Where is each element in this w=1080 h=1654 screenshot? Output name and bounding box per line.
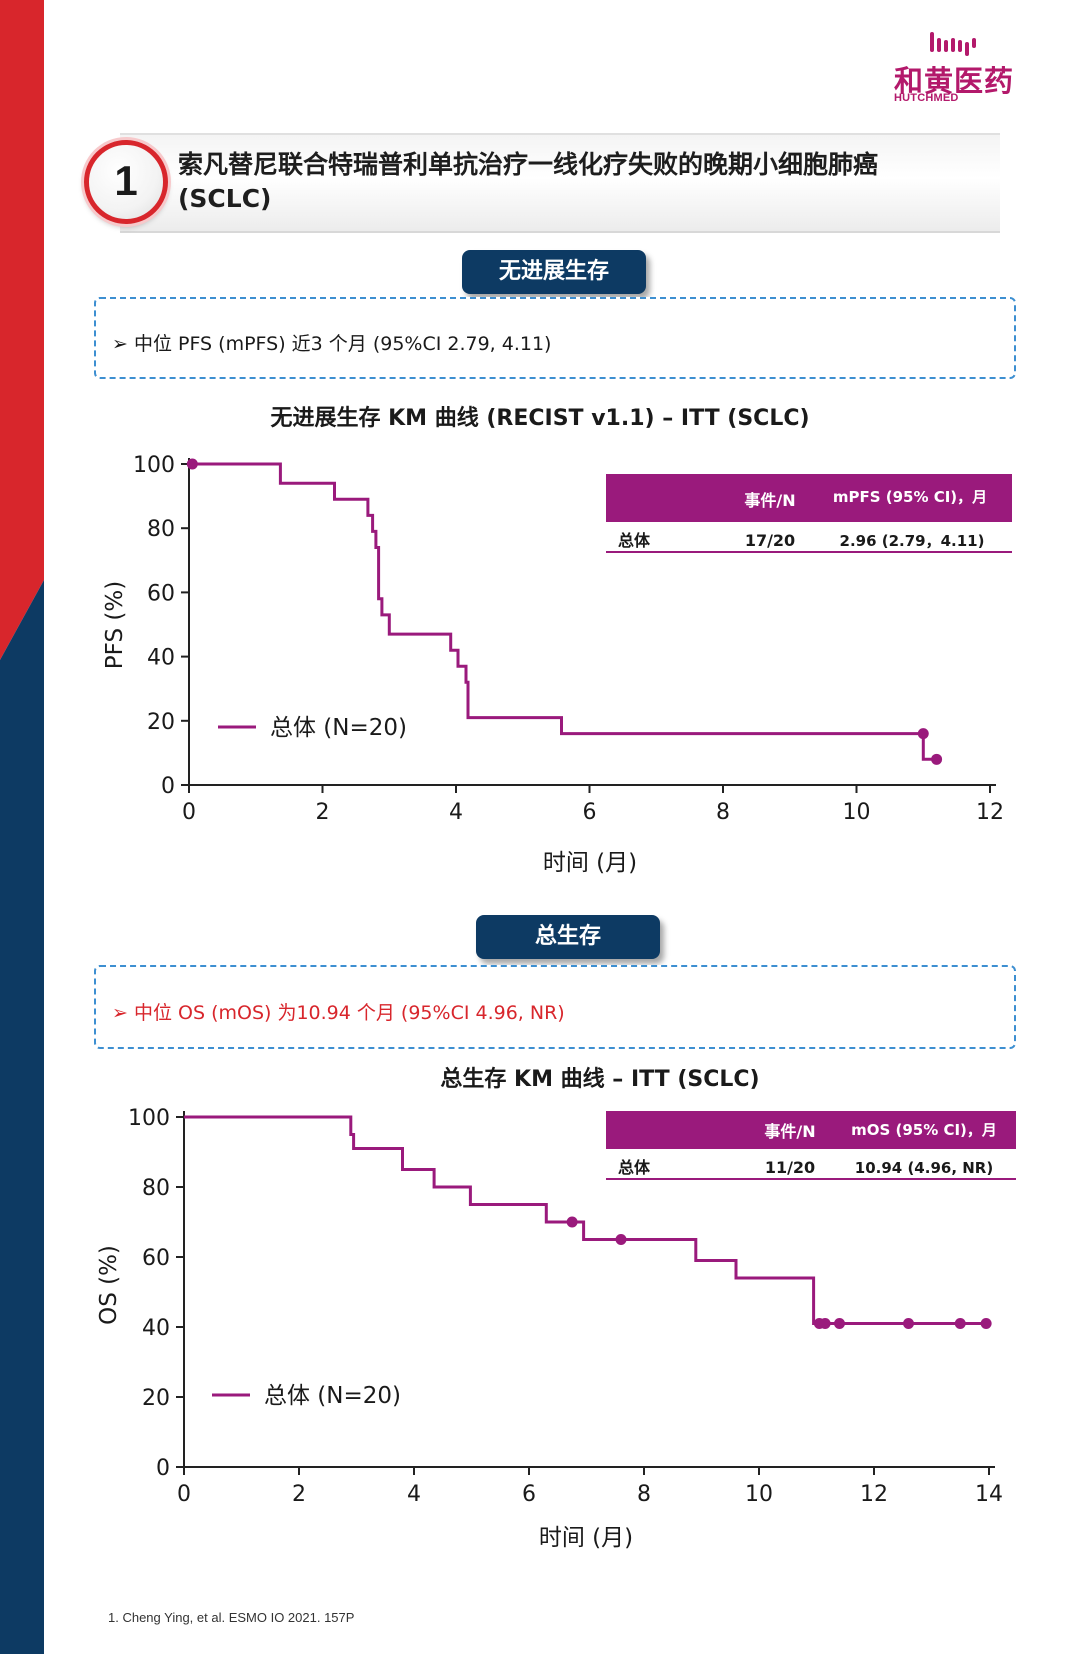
side-decoration (0, 0, 44, 1654)
os-table-row-label: 总体 (618, 1158, 651, 1177)
pfs-table-row-label: 总体 (618, 531, 651, 550)
os-y-tick-label: 60 (142, 1246, 170, 1271)
pfs-y-tick-label: 100 (133, 453, 175, 478)
os-x-tick-label: 10 (745, 1482, 773, 1507)
hutchmed-logo: 和黄医药 HUTCHMED (890, 28, 1040, 108)
os-table-col-median: mOS (95% CI)，月 (851, 1121, 997, 1139)
section-title-line2: (SCLC) (178, 184, 272, 213)
arrow-bullet-icon: ➢ (112, 1002, 134, 1024)
os-summary-text: 中位 OS (mOS) 为10.94 个月 (95%CI 4.96, NR) (133, 1002, 565, 1024)
pfs-y-tick-label: 80 (147, 517, 175, 542)
pfs-ylabel: PFS (%) (102, 581, 128, 669)
os-x-tick-label: 6 (522, 1482, 536, 1507)
pfs-km-chart: 0 2 4 6 8 10 12 0 20 40 60 80 100 PFS (%) 时间 (月) 总体 … (102, 453, 1012, 876)
pfs-survival-curve (189, 462, 937, 761)
pfs-censor-mark (917, 728, 929, 740)
pfs-pill-label: 无进展生存 (462, 250, 646, 294)
os-survival-curve (184, 1115, 989, 1325)
os-y-tick-label: 40 (142, 1316, 170, 1341)
pfs-x-tick-label: 6 (583, 800, 597, 825)
pfs-table-header (606, 474, 1012, 522)
pfs-table-col-median: mPFS (95% CI)，月 (833, 488, 987, 506)
logo-name-cn: 和黄医药 (894, 64, 1015, 98)
footnote: 1. Cheng Ying, et al. ESMO IO 2021. 157P (108, 1610, 355, 1625)
pfs-x-tick-label: 0 (182, 800, 196, 825)
pfs-chart-title: 无进展生存 KM 曲线 (RECIST v1.1) – ITT (SCLC) (270, 406, 810, 431)
os-y-tick-label: 80 (142, 1176, 170, 1201)
logo-name-en: HUTCHMED (894, 92, 959, 104)
pfs-x-tick-label: 8 (716, 800, 730, 825)
section-title-line1: 索凡替尼联合特瑞普利单抗治疗一线化疗失败的晚期小细胞肺癌 (178, 150, 879, 179)
section-number: 1 (114, 157, 138, 204)
pfs-table-row-median: 2.96 (2.79，4.11) (840, 532, 985, 550)
pfs-table-row-events: 17/20 (745, 531, 795, 550)
pfs-y-tick-label: 0 (161, 774, 175, 799)
pfs-x-tick-label: 4 (449, 800, 463, 825)
os-x-tick-label: 2 (292, 1482, 306, 1507)
pfs-censor-mark (186, 458, 198, 470)
os-x-tick-label: 14 (975, 1482, 1003, 1507)
os-y-tick-label: 0 (156, 1456, 170, 1481)
os-ylabel: OS (%) (96, 1245, 122, 1325)
os-pill-label: 总生存 (476, 915, 660, 959)
os-x-tick-label: 4 (407, 1482, 421, 1507)
pfs-summary: ➢ 中位 PFS (mPFS) 近3 个月 (95%CI 2.79, 4.11) (112, 329, 551, 356)
os-summary: ➢ 中位 OS (mOS) 为10.94 个月 (95%CI 4.96, NR) (112, 998, 565, 1025)
section-title-bar (120, 133, 1000, 233)
os-legend-label: 总体 (N=20) (264, 1383, 401, 1409)
pfs-legend-label: 总体 (N=20) (270, 715, 407, 741)
pfs-x-tick-label: 12 (976, 800, 1004, 825)
os-x-tick-label: 8 (637, 1482, 651, 1507)
pfs-table-col-events: 事件/N (744, 491, 795, 510)
os-censor-mark (566, 1216, 578, 1228)
os-table-header (606, 1111, 1016, 1149)
pfs-summary-box: ➢ 中位 PFS (mPFS) 近3 个月 (95%CI 2.79, 4.11) (94, 297, 1016, 379)
os-censor-mark (615, 1234, 627, 1245)
os-censor-mark (903, 1318, 914, 1329)
os-x-tick-label: 0 (177, 1482, 191, 1507)
os-xlabel: 时间 (月) (539, 1525, 633, 1551)
pfs-xlabel: 时间 (月) (543, 850, 637, 876)
section-number-badge: 1 (84, 140, 168, 224)
os-summary-box: ➢ 中位 OS (mOS) 为10.94 个月 (95%CI 4.96, NR) (94, 965, 1016, 1049)
os-x-tick-label: 12 (860, 1482, 888, 1507)
os-censor-mark (980, 1318, 992, 1329)
os-table-row-events: 11/20 (765, 1158, 815, 1177)
pfs-y-tick-label: 60 (147, 581, 175, 606)
os-y-tick-label: 100 (128, 1106, 170, 1131)
logo-bars-icon (930, 32, 976, 56)
pfs-x-tick-label: 10 (843, 800, 871, 825)
pfs-y-tick-label: 40 (147, 646, 175, 671)
os-censor-mark (954, 1318, 966, 1329)
os-km-chart: 0 2 4 6 8 10 12 14 0 20 40 60 80 100 OS (%) 时间 (月) 总体… (96, 1106, 1016, 1551)
section-title: 索凡替尼联合特瑞普利单抗治疗一线化疗失败的晚期小细胞肺癌 (SCLC) (178, 148, 998, 216)
os-chart-title: 总生存 KM 曲线 – ITT (SCLC) (440, 1067, 760, 1092)
pfs-y-tick-label: 20 (147, 710, 175, 735)
os-y-tick-label: 20 (142, 1386, 170, 1411)
pfs-censor-mark (931, 753, 943, 765)
os-table-row-median: 10.94 (4.96, NR) (855, 1159, 993, 1177)
os-censor-mark (834, 1318, 845, 1329)
pfs-x-tick-label: 2 (316, 800, 330, 825)
pfs-summary-text: 中位 PFS (mPFS) 近3 个月 (95%CI 2.79, 4.11) (133, 333, 552, 355)
os-table-col-events: 事件/N (764, 1122, 815, 1141)
os-censor-mark (819, 1318, 831, 1329)
arrow-bullet-icon: ➢ (112, 333, 134, 355)
